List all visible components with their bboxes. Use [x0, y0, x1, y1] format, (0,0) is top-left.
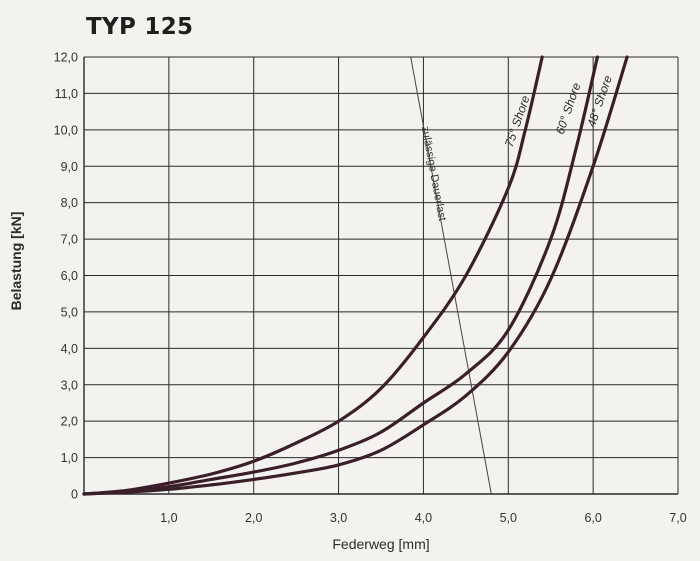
y-tick-label: 11,0: [55, 87, 78, 101]
x-tick-label: 3,0: [330, 511, 347, 525]
chart-title: TYP 125: [86, 14, 194, 40]
y-tick-label: 9,0: [61, 160, 78, 174]
y-tick-label: 4,0: [61, 342, 78, 356]
y-tick-label: 10,0: [54, 123, 78, 137]
x-axis-label: Federweg [mm]: [332, 536, 429, 552]
series-layer: 75° Shore 60° Shore 48° Shore: [82, 55, 629, 496]
y-axis-label: Belastung [kN]: [8, 212, 24, 311]
x-tick-label: 6,0: [584, 511, 601, 525]
x-tick-label: 1,0: [160, 511, 177, 525]
tick-labels: 0 1,0 2,0 3,0 4,0 5,0 6,0 7,0 8,0 9,0 10,0 11,0 12,0…: [54, 51, 687, 526]
series-line: [82, 55, 629, 496]
x-tick-label: 2,0: [245, 511, 262, 525]
permissible-load-line: [410, 56, 492, 495]
y-tick-label: 2,0: [61, 415, 78, 429]
y-tick-label: 12,0: [54, 51, 78, 65]
y-tick-label: 3,0: [61, 378, 78, 392]
y-tick-label: 6,0: [61, 269, 78, 283]
axis-labels: Federweg [mm] Belastung [kN]: [8, 212, 430, 552]
y-tick-label: 5,0: [61, 305, 78, 319]
x-tick-label: 4,0: [415, 511, 432, 525]
y-tick-label: 7,0: [61, 233, 78, 247]
grid: [83, 56, 679, 495]
series-line: [82, 55, 544, 496]
y-tick-label: 8,0: [61, 196, 78, 210]
y-tick-label: 0: [71, 488, 78, 502]
series-line: [82, 55, 599, 496]
y-tick-label: 1,0: [61, 451, 78, 465]
x-tick-label: 5,0: [500, 511, 517, 525]
x-tick-label: 7,0: [669, 511, 686, 525]
series-label: 60° Shore: [553, 81, 584, 136]
